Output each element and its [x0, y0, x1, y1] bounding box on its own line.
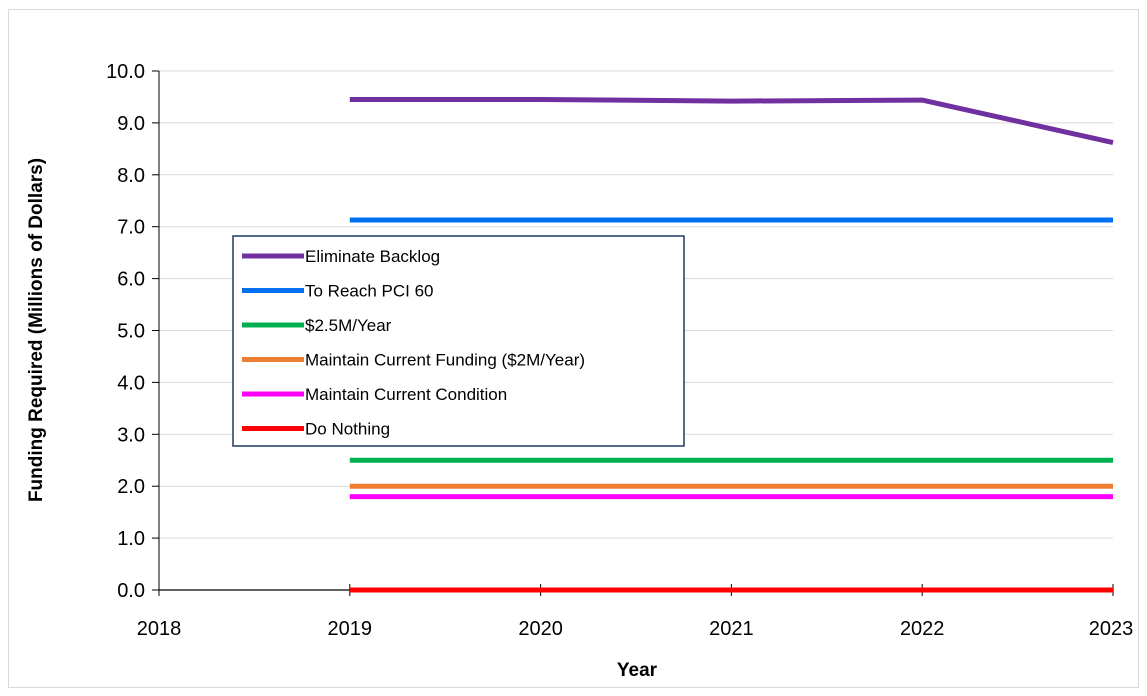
- x-tick-label: 2022: [900, 618, 945, 640]
- legend-label-5: Do Nothing: [305, 420, 390, 439]
- y-tick-label: 5.0: [117, 321, 145, 343]
- legend: Eliminate Backlog To Reach PCI 60 $2.5M/Ye…: [232, 235, 685, 447]
- y-axis-title: Funding Required (Millions of Dollars): [26, 158, 47, 502]
- x-tick-label: 2018: [137, 618, 182, 640]
- y-tick-labels: 0.0 1.0 2.0 3.0 4.0 5.0 6.0 7.0 8.0 9.0 10.0: [106, 61, 145, 602]
- y-tick-label: 1.0: [117, 528, 145, 550]
- y-tick-label: 2.0: [117, 476, 145, 498]
- y-tick-label: 10.0: [106, 61, 145, 83]
- legend-box: [232, 235, 685, 447]
- legend-label-3: Maintain Current Funding ($2M/Year): [305, 351, 585, 370]
- legend-label-2: $2.5M/Year: [305, 316, 392, 335]
- legend-label-0: Eliminate Backlog: [305, 247, 440, 266]
- y-tick-label: 0.0: [117, 580, 145, 602]
- x-tick-labels: 2018 2019 2020 2021 2022 2023: [137, 618, 1134, 640]
- series-line-0: [349, 97, 1114, 146]
- legend-label-1: To Reach PCI 60: [305, 282, 434, 301]
- y-tick-label: 8.0: [117, 165, 145, 187]
- y-tick-label: 3.0: [117, 424, 145, 446]
- x-tick-label: 2020: [518, 618, 563, 640]
- y-tick-label: 4.0: [117, 372, 145, 394]
- x-tick-label: 2019: [328, 618, 373, 640]
- y-tick-label: 6.0: [117, 269, 145, 291]
- y-tick-label: 7.0: [117, 217, 145, 239]
- series-lines: [349, 97, 1114, 593]
- gridlines: [159, 70, 1113, 539]
- x-tick-label: 2023: [1089, 618, 1134, 640]
- x-axis-title: Year: [617, 660, 658, 681]
- y-tick-label: 9.0: [117, 113, 145, 135]
- x-tick-label: 2021: [709, 618, 754, 640]
- legend-label-4: Maintain Current Condition: [305, 385, 507, 404]
